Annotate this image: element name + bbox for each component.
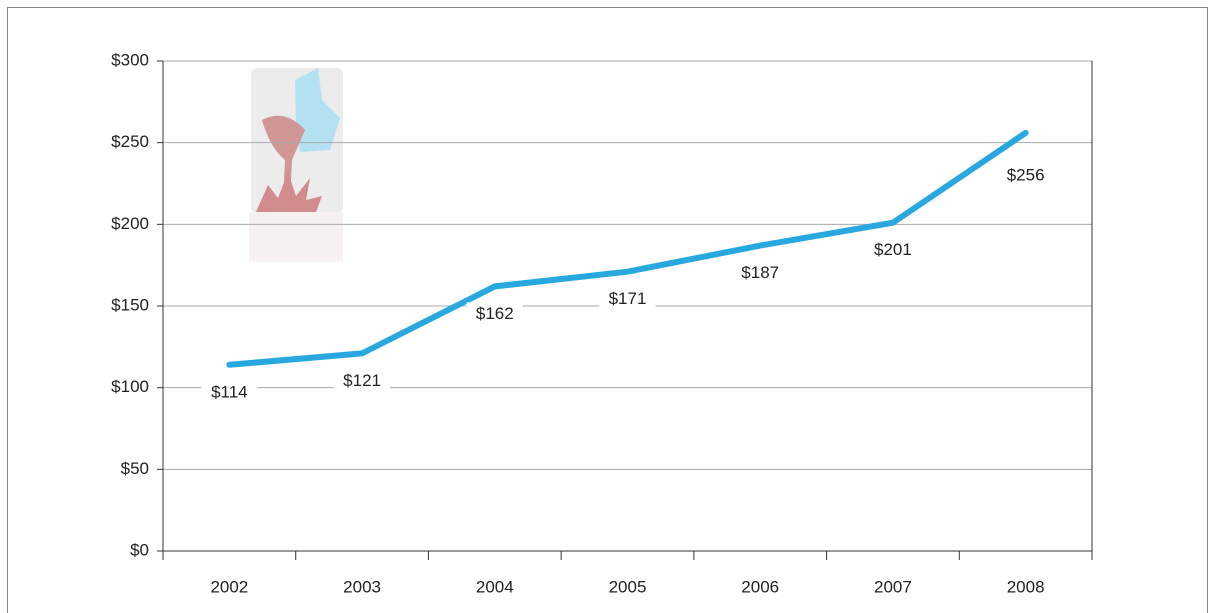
y-tick-label: $50 (121, 459, 149, 478)
x-tick-label: 2004 (476, 577, 514, 596)
y-tick-label: $200 (111, 214, 149, 233)
y-tick-label: $100 (111, 377, 149, 396)
data-label: $162 (476, 304, 514, 323)
x-tick-label: 2005 (609, 577, 647, 596)
y-tick-label: $0 (130, 540, 149, 559)
page: $0 $50 $100 $150 $200 $250 $300 2002 2003 2004 200… (0, 0, 1215, 613)
x-tick-label: 2002 (210, 577, 248, 596)
chart: $0 $50 $100 $150 $200 $250 $300 2002 2003 2004 200… (0, 0, 1215, 613)
x-tick-label: 2008 (1007, 577, 1045, 596)
y-tick-label: $300 (111, 50, 149, 69)
data-label: $201 (874, 240, 912, 259)
data-label: $256 (1007, 165, 1045, 184)
icon-reflection (249, 212, 343, 262)
x-tick-label: 2003 (343, 577, 381, 596)
decorative-icon (249, 68, 343, 262)
x-tick-label: 2006 (741, 577, 779, 596)
y-tick-label: $150 (111, 295, 149, 314)
x-tick-label: 2007 (874, 577, 912, 596)
data-label: $121 (343, 371, 381, 390)
y-tick-label: $250 (111, 132, 149, 151)
data-label: $114 (211, 382, 248, 401)
data-label: $187 (741, 263, 779, 282)
data-label: $171 (609, 289, 647, 308)
